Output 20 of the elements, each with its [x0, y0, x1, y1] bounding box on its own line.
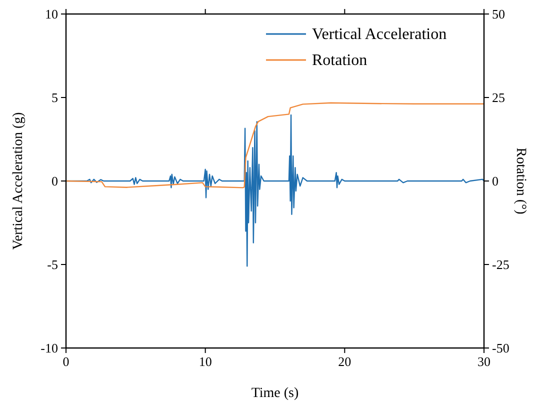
y-tick-label: -5 — [47, 257, 58, 272]
y-axis-title: Vertical Acceleration (g) — [11, 112, 26, 250]
x-tick-label: 0 — [62, 354, 70, 369]
x-axis-title: Time (s) — [251, 386, 299, 401]
y2-tick-label: -25 — [492, 257, 510, 272]
legend-label: Vertical Acceleration — [312, 26, 447, 43]
y2-tick-label: 0 — [492, 174, 498, 188]
legend-label: Rotation — [312, 52, 368, 69]
y2-axis-title: Rotation (°) — [513, 148, 528, 215]
x-tick-label: 10 — [198, 354, 212, 369]
y-tick-label: 10 — [45, 6, 58, 22]
x-tick-label: 20 — [338, 354, 352, 369]
y2-tick-label: 50 — [492, 6, 505, 22]
x-tick-label: 30 — [478, 354, 490, 369]
y-tick-label: -10 — [40, 340, 58, 356]
y-tick-label: 0 — [52, 174, 58, 188]
y-tick-label: 5 — [52, 90, 58, 105]
y2-tick-label: 25 — [492, 90, 505, 105]
line-series — [65, 102, 485, 188]
y2-tick-label: -50 — [492, 340, 510, 356]
